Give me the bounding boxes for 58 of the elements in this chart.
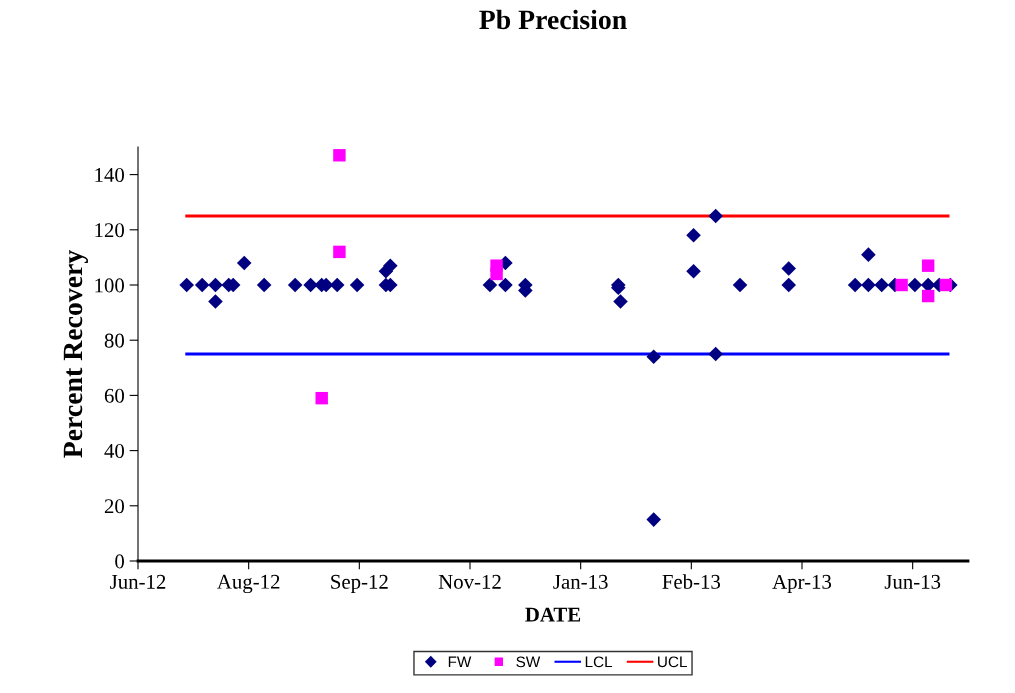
point: [895, 278, 908, 292]
point: [686, 263, 701, 279]
point: [646, 349, 661, 365]
x-tick-label: Sep-12: [331, 574, 388, 594]
x-tick-label: Nov-12: [438, 574, 501, 589]
point: [329, 277, 345, 293]
point: [939, 278, 953, 292]
point: [287, 277, 303, 293]
legend-label: UCL: [658, 656, 687, 668]
y-axis-title: Percent Recovery: [63, 250, 88, 458]
point: [708, 208, 723, 224]
x-tick-label: Jun-12: [110, 574, 166, 589]
legend-label: LCL: [585, 656, 613, 668]
point: [646, 512, 661, 527]
y-tick-label: 40: [104, 443, 125, 459]
point: [490, 267, 503, 281]
y-tick-label: 100: [95, 278, 125, 293]
point: [861, 247, 876, 262]
y-tick-label: 80: [104, 333, 125, 348]
y-tick-label: 0: [115, 554, 125, 569]
point: [874, 277, 889, 293]
point: [482, 277, 498, 293]
point: [349, 277, 365, 293]
y-tick-label: 20: [104, 499, 125, 514]
point: [847, 277, 863, 293]
point: [315, 391, 328, 405]
point: [208, 294, 223, 309]
y-tick-label: 140: [95, 167, 125, 183]
point: [194, 277, 210, 293]
point: [208, 277, 223, 293]
x-axis-title: DATE: [525, 607, 581, 622]
point: [256, 277, 272, 293]
point: [179, 277, 194, 293]
point: [613, 294, 628, 309]
point: [921, 289, 935, 303]
point: [732, 277, 748, 293]
point: [333, 245, 346, 259]
legend-label: FW: [448, 656, 472, 668]
point: [781, 261, 796, 276]
point: [781, 277, 796, 293]
chart-title: Pb Precision: [479, 9, 627, 30]
point: [686, 228, 701, 243]
point: [921, 259, 935, 272]
x-tick-label: Jun-13: [884, 574, 941, 589]
point: [383, 258, 398, 273]
point: [708, 346, 723, 362]
y-tick-label: 60: [104, 388, 125, 403]
point: [907, 277, 923, 293]
x-tick-label: Aug-12: [217, 574, 280, 594]
x-tick-label: Apr-13: [772, 574, 832, 594]
point: [236, 255, 252, 271]
point: [333, 149, 346, 162]
point: [861, 277, 876, 293]
x-tick-label: Jan-13: [553, 574, 608, 589]
legend-label: SW: [516, 656, 541, 668]
y-tick-label: 120: [95, 223, 125, 238]
point: [498, 277, 513, 293]
x-tick-label: Feb-13: [662, 574, 721, 589]
